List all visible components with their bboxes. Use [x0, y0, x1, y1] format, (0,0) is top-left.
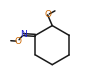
Text: N: N	[20, 30, 27, 39]
Text: O: O	[44, 10, 51, 19]
Text: O: O	[14, 37, 21, 46]
